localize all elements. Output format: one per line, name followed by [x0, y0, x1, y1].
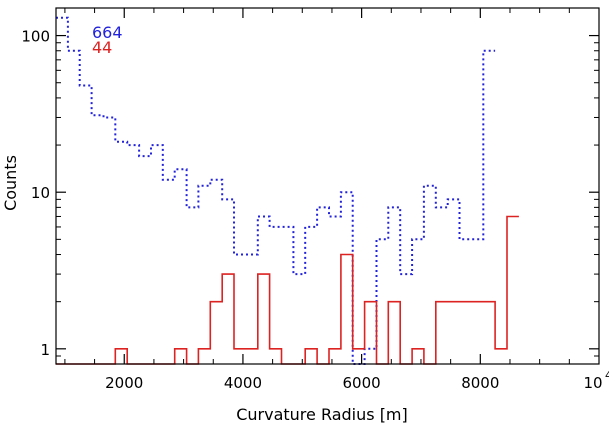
- x-tick-label-10e4: 10: [583, 374, 602, 392]
- x-tick-label: 8000: [461, 374, 499, 392]
- legend-entry-44: 44: [92, 38, 112, 57]
- y-tick-label: 100: [21, 28, 50, 46]
- legend-entry-664: 664: [92, 23, 123, 42]
- series-664-line: [56, 16, 496, 365]
- legend: 664 44: [92, 23, 123, 57]
- y-tick-label: 10: [31, 184, 50, 202]
- x-tick-label: 2000: [105, 374, 143, 392]
- plot-frame-layer: [55, 7, 600, 365]
- x-tick-label-exponent: 4: [605, 369, 609, 382]
- histogram-marks: [56, 16, 519, 365]
- y-tick-label: 1: [40, 341, 50, 359]
- x-tick-label: 4000: [224, 374, 262, 392]
- plot-frame: [55, 7, 600, 365]
- x-tick-label: 6000: [343, 374, 381, 392]
- y-axis-title: Counts: [1, 155, 20, 211]
- x-axis-title: Curvature Radius [m]: [236, 405, 408, 424]
- series-44-line: [56, 215, 519, 365]
